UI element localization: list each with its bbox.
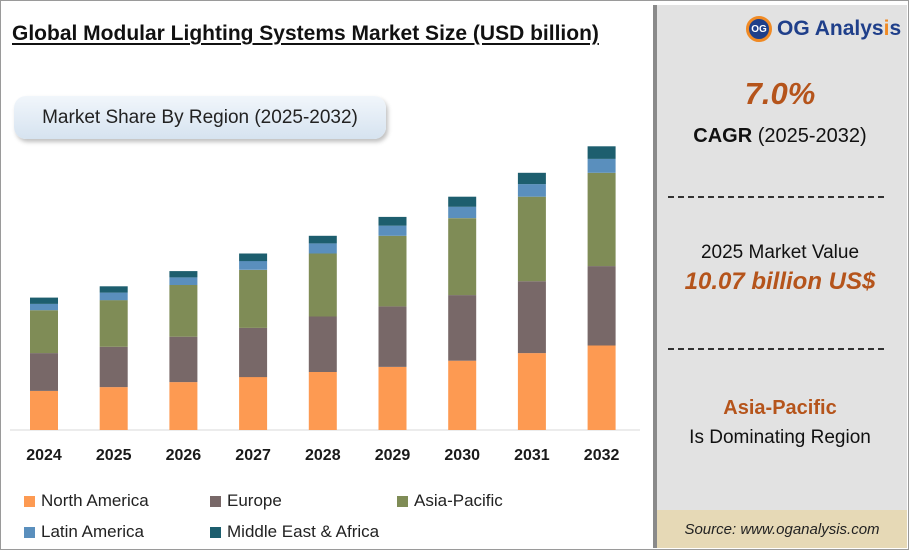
bar-middle-east-africa-2024 [30, 297, 58, 304]
dominating-region-label: Is Dominating Region [689, 427, 871, 448]
bar-europe-2026 [169, 336, 198, 383]
bar-middle-east-africa-2025 [99, 286, 128, 293]
legend-item-europe: Europe [210, 491, 282, 511]
cagr-label-bold: CAGR [693, 125, 753, 147]
bar-north-america-2024 [30, 390, 58, 430]
legend-swatch-north-america [24, 495, 35, 507]
x-tick-label-2025: 2025 [96, 447, 132, 464]
bar-asia-pacific-2027 [239, 269, 268, 328]
bar-asia-pacific-2029 [378, 235, 407, 307]
divider-bottom [668, 348, 884, 350]
bar-latin-america-2028 [308, 243, 337, 254]
cagr-label: CAGR (2025-2032) [653, 125, 907, 148]
bar-latin-america-2031 [517, 184, 546, 197]
legend-label-asia-pacific: Asia-Pacific [414, 491, 503, 510]
bar-north-america-2025 [99, 387, 128, 430]
bar-asia-pacific-2026 [169, 285, 198, 337]
bar-north-america-2029 [378, 367, 407, 430]
bar-asia-pacific-2031 [517, 196, 546, 282]
logo-wordmark-accent: i [883, 17, 890, 40]
legend-item-middle-east-africa: Middle East & Africa [210, 522, 379, 542]
x-tick-label-2027: 2027 [235, 447, 271, 464]
bar-middle-east-africa-2030 [448, 196, 477, 207]
bar-middle-east-africa-2031 [517, 172, 546, 185]
legend-label-middle-east-africa: Middle East & Africa [227, 522, 380, 541]
legend-label-north-america: North America [41, 491, 149, 510]
og-analysis-logo: OG OG Analysis [746, 16, 901, 42]
bar-europe-2032 [587, 266, 616, 346]
bar-latin-america-2026 [169, 277, 198, 285]
x-tick-label-2031: 2031 [514, 447, 550, 464]
bar-europe-2025 [99, 346, 128, 388]
og-logo-icon: OG [746, 16, 772, 42]
cagr-value: 7.0% [744, 76, 816, 111]
dominating-region: Asia-Pacific [723, 397, 837, 419]
bar-asia-pacific-2024 [30, 310, 58, 354]
bar-middle-east-africa-2029 [378, 216, 407, 226]
logo-wordmark: OG Analysis [777, 17, 901, 41]
legend-swatch-europe [210, 495, 221, 507]
bar-europe-2024 [30, 353, 58, 391]
bar-latin-america-2030 [448, 206, 477, 219]
divider-top [668, 196, 884, 198]
bar-europe-2031 [517, 281, 546, 354]
bar-middle-east-africa-2027 [239, 253, 268, 262]
x-tick-label-2032: 2032 [584, 447, 620, 464]
legend-label-latin-america: Latin America [41, 522, 144, 541]
legend-item-latin-america: Latin America [24, 522, 144, 542]
bar-middle-east-africa-2028 [308, 235, 337, 244]
x-tick-label-2030: 2030 [444, 447, 480, 464]
bar-latin-america-2029 [378, 225, 407, 236]
bar-europe-2028 [308, 316, 337, 372]
legend-swatch-latin-america [24, 526, 35, 538]
legend-item-asia-pacific: Asia-Pacific [397, 491, 503, 511]
bar-north-america-2028 [308, 372, 337, 430]
bar-europe-2030 [448, 295, 477, 361]
bar-europe-2027 [239, 327, 268, 378]
bar-asia-pacific-2030 [448, 218, 477, 296]
logo-wordmark-suffix: s [889, 17, 902, 40]
bar-middle-east-africa-2026 [169, 271, 198, 278]
cagr-label-period: (2025-2032) [752, 125, 867, 147]
bar-north-america-2026 [169, 382, 198, 430]
legend-swatch-middle-east-africa [210, 526, 221, 538]
chart-title: Global Modular Lighting Systems Market S… [12, 22, 599, 45]
logo-wordmark-prefix: OG Analys [777, 17, 884, 40]
bar-latin-america-2032 [587, 158, 616, 173]
bar-europe-2029 [378, 306, 407, 367]
stacked-bar-chart: 2024 2025 2026 2027 2028 2029 2030 2031 2032 [10, 146, 640, 464]
x-tick-label-2028: 2028 [305, 447, 341, 464]
market-share-pill: Market Share By Region (2025-2032) [14, 96, 386, 139]
summary-panel [653, 5, 907, 510]
bar-latin-america-2025 [99, 292, 128, 301]
bar-north-america-2031 [517, 353, 546, 430]
market-value-label: 2025 Market Value [700, 242, 860, 263]
legend-swatch-asia-pacific [397, 495, 408, 507]
market-value: 10.07 billion US$ [684, 268, 876, 295]
bar-north-america-2027 [239, 377, 268, 430]
source-bar: Source: www.oganalysis.com [653, 510, 907, 548]
bar-latin-america-2024 [30, 303, 58, 311]
bar-asia-pacific-2032 [587, 172, 616, 267]
bar-asia-pacific-2025 [99, 300, 128, 347]
x-tick-label-2026: 2026 [166, 447, 202, 464]
bar-middle-east-africa-2032 [587, 146, 616, 159]
legend-label-europe: Europe [227, 491, 282, 510]
bar-north-america-2032 [587, 345, 616, 430]
bar-asia-pacific-2028 [308, 253, 337, 317]
bar-north-america-2030 [448, 360, 477, 430]
x-tick-label-2024: 2024 [26, 447, 62, 464]
x-tick-label-2029: 2029 [375, 447, 411, 464]
legend-item-north-america: North America [24, 491, 149, 511]
bar-latin-america-2027 [239, 261, 268, 270]
